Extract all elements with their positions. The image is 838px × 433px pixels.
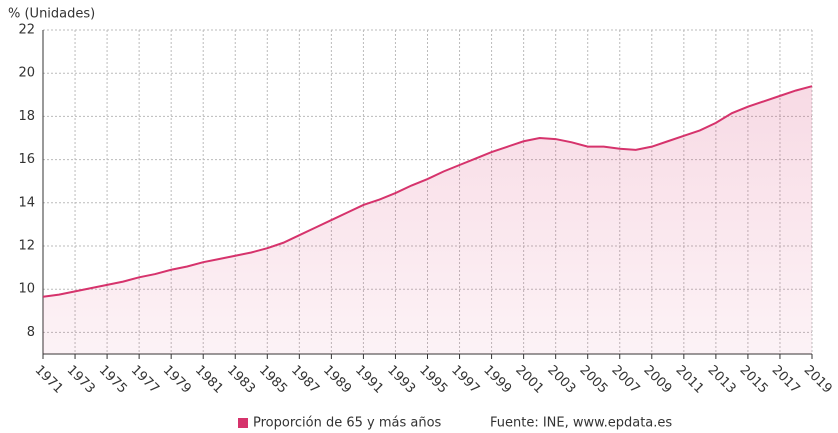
x-tick-label: 1979 xyxy=(160,363,194,397)
x-tick-label: 2007 xyxy=(608,363,642,397)
x-tick-label: 1995 xyxy=(416,363,450,397)
x-tick-label: 2005 xyxy=(576,363,610,397)
x-tick-label: 1991 xyxy=(352,363,386,397)
y-tick-label: 8 xyxy=(27,325,35,340)
x-tick-label: 2003 xyxy=(544,363,578,397)
x-tick-label: 2013 xyxy=(705,363,739,397)
x-tick-label: 1983 xyxy=(224,363,258,397)
x-tick-label: 1977 xyxy=(128,363,162,397)
x-tick-label: 1987 xyxy=(288,363,322,397)
x-tick-label: 1973 xyxy=(64,363,98,397)
x-tick-label: 2009 xyxy=(640,363,674,397)
y-tick-label: 10 xyxy=(18,282,35,297)
x-tick-label: 2011 xyxy=(673,363,707,397)
source: Fuente: INE, www.epdata.es xyxy=(490,416,672,431)
y-tick-label: 16 xyxy=(18,152,35,167)
x-tick-label: 1997 xyxy=(448,363,482,397)
x-tick-label: 1985 xyxy=(256,363,290,397)
x-tick-label: 1981 xyxy=(192,363,226,397)
y-tick-label: 20 xyxy=(18,66,35,81)
y-tick-label: 14 xyxy=(18,195,35,210)
y-tick-label: 18 xyxy=(18,109,35,124)
x-tick-label: 1999 xyxy=(480,363,514,397)
y-axis-label: % (Unidades) xyxy=(8,7,95,22)
area xyxy=(43,86,812,354)
x-tick-label: 1975 xyxy=(96,363,130,397)
x-tick-label: 1989 xyxy=(320,363,354,397)
y-tick-label: 22 xyxy=(18,23,35,38)
line xyxy=(42,85,813,298)
x-tick-label: 1971 xyxy=(32,363,66,397)
legend-swatch xyxy=(238,418,248,428)
x-tick-label: 1993 xyxy=(384,363,418,397)
x-tick-label: 2015 xyxy=(737,363,771,397)
y-tick-label: 12 xyxy=(18,239,35,254)
x-tick-label: 2019 xyxy=(801,363,835,397)
legend-label: Proporción de 65 y más años xyxy=(253,416,442,431)
x-tick-label: 2017 xyxy=(769,363,803,397)
x-tick-label: 2001 xyxy=(512,363,546,397)
